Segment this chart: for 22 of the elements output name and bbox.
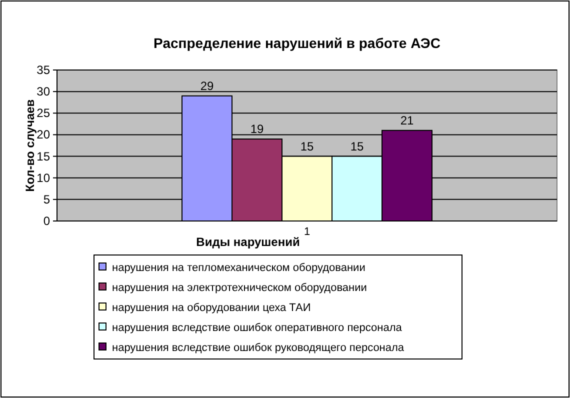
y-tick-label: 25 — [36, 106, 50, 120]
y-tick-label: 10 — [36, 170, 50, 185]
x-tick-label: 1 — [304, 226, 310, 238]
y-tick-label: 15 — [36, 149, 50, 164]
legend-label: нарушения на оборудовании цеха ТАИ — [112, 302, 311, 314]
chart-title: Распределение нарушений в работе АЭС — [154, 35, 440, 51]
data-label: 21 — [400, 113, 414, 128]
data-label: 15 — [300, 139, 314, 154]
y-tick-label: 0 — [43, 214, 50, 228]
y-tick-label: 5 — [43, 192, 50, 206]
data-label: 19 — [250, 122, 264, 136]
y-tick-label: 30 — [36, 84, 50, 99]
y-axis-title: Кол-во случаев — [23, 99, 37, 192]
y-tick-label: 20 — [36, 128, 50, 142]
legend-label: нарушения на электротехническом оборудовании — [112, 282, 367, 294]
data-label: 15 — [350, 139, 364, 154]
y-tick-label: 35 — [36, 63, 50, 77]
legend-label: нарушения на тепломеханическом оборудовании — [112, 262, 366, 274]
legend-label: нарушения вследствие ошибок руководящего персонала — [112, 342, 405, 354]
legend-label: нарушения вследствие ошибок оперативного персонала — [112, 322, 403, 334]
data-label: 29 — [200, 78, 214, 93]
x-axis-title: Виды нарушений — [196, 235, 300, 249]
